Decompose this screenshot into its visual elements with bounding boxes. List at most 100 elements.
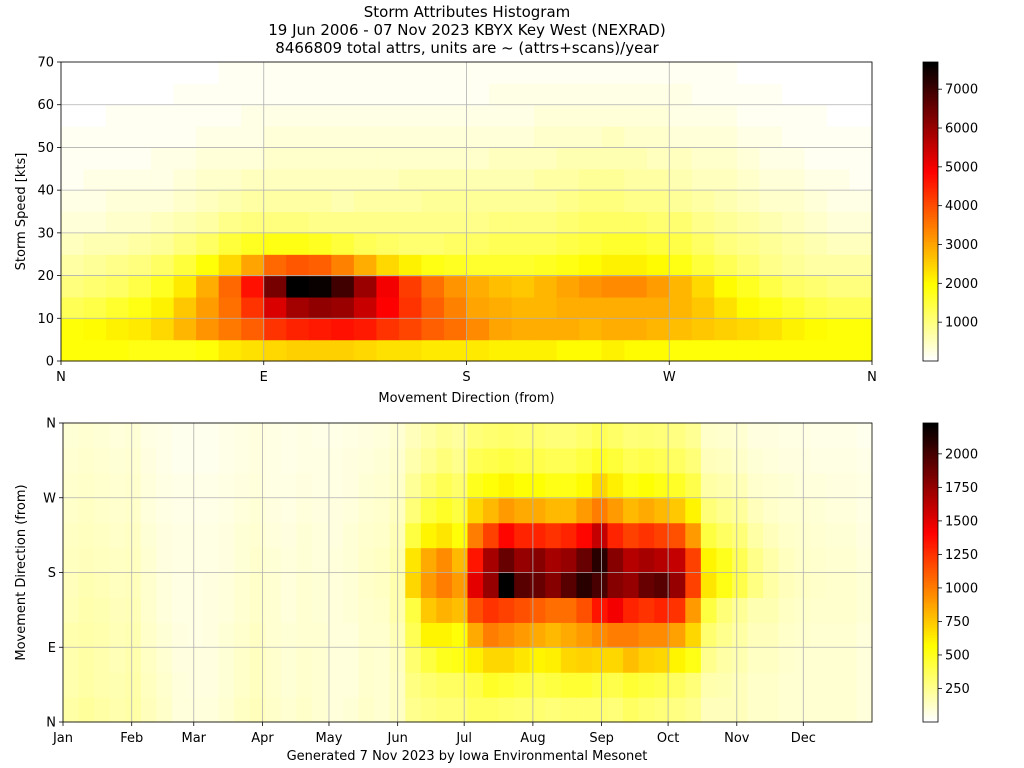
colorbar-top-segment: [923, 216, 938, 220]
heatmap-cell: [241, 126, 265, 149]
heatmap-cell: [443, 147, 468, 170]
heatmap-cell: [856, 472, 873, 499]
heatmap-cell: [263, 275, 287, 298]
heatmap-cell: [196, 104, 220, 127]
heatmap-cell: [545, 547, 562, 574]
heatmap-cell: [61, 232, 85, 255]
heatmap-cell: [654, 647, 671, 673]
heatmap-cell: [804, 83, 828, 106]
heatmap-cell: [140, 522, 157, 549]
heatmap-cell: [483, 597, 500, 623]
heatmap-cell: [171, 697, 189, 723]
heatmap-cell: [747, 522, 764, 549]
heatmap-cell: [825, 672, 842, 698]
heatmap-cell: [331, 318, 355, 341]
heatmap-cell: [376, 211, 400, 234]
heatmap-cell: [669, 472, 686, 499]
heatmap-cell: [498, 497, 515, 524]
heatmap-cell: [714, 211, 738, 234]
heatmap-cell: [498, 622, 515, 648]
colorbar-top-segment: [923, 348, 938, 352]
heatmap-cell: [78, 697, 95, 723]
heatmap-cell: [467, 597, 484, 623]
heatmap-cell: [638, 423, 655, 449]
colorbar-top-segment: [923, 181, 938, 185]
colorbar-bottom-segment: [923, 709, 938, 713]
heatmap-cell: [623, 472, 640, 499]
heatmap-cell: [685, 697, 702, 723]
heatmap-cell: [218, 147, 242, 170]
heatmap-cell: [187, 522, 204, 549]
x-tick-label: N: [867, 370, 877, 385]
colorbar-bottom-segment: [923, 617, 938, 621]
heatmap-cell: [467, 572, 484, 599]
colorbar-top-segment: [923, 286, 938, 290]
heatmap-cell: [826, 296, 851, 319]
colorbar-top-tick-label: 2000: [945, 277, 978, 292]
heatmap-cell: [173, 147, 197, 170]
colorbar-bottom-segment: [923, 604, 938, 608]
heatmap-cell: [265, 497, 282, 524]
heatmap-cell: [529, 423, 546, 449]
colorbar-top-segment: [923, 246, 938, 250]
heatmap-cell: [343, 597, 360, 623]
heatmap-cell: [327, 497, 344, 524]
heatmap-cell: [218, 62, 242, 84]
heatmap-cell: [296, 472, 313, 499]
heatmap-cell: [173, 275, 197, 298]
heatmap-cell: [327, 697, 344, 723]
heatmap-cell: [187, 572, 204, 599]
heatmap-cell: [63, 622, 80, 648]
heatmap-cell: [498, 472, 515, 499]
colorbar-top-segment: [923, 196, 938, 200]
colorbar-bottom-segment: [923, 632, 938, 636]
heatmap-cell: [405, 522, 422, 549]
heatmap-cell: [804, 190, 828, 213]
heatmap-cell: [840, 497, 858, 524]
heatmap-cell: [125, 647, 142, 673]
heatmap-cell: [556, 147, 580, 170]
heatmap-cell: [265, 423, 282, 449]
colorbar-top-frame: [922, 61, 939, 362]
heatmap-cell: [731, 622, 749, 648]
heatmap-cell: [311, 597, 329, 623]
colorbar-top-segment: [923, 209, 938, 213]
heatmap-cell: [716, 647, 733, 673]
colorbar-bottom-segment: [923, 714, 938, 718]
heatmap-cell: [405, 647, 422, 673]
heatmap-cell: [840, 647, 858, 673]
heatmap-cell: [171, 472, 189, 499]
colorbar-top-segment: [923, 74, 938, 78]
colorbar-bottom-segment: [923, 462, 938, 466]
heatmap-cell: [308, 62, 332, 84]
heatmap-cell: [78, 622, 95, 648]
heatmap-cell: [809, 697, 826, 723]
heatmap-cell: [489, 62, 513, 84]
heatmap-cell: [451, 622, 469, 648]
heatmap-cell: [451, 497, 469, 524]
colorbar-bottom-tick-label: 2000: [945, 447, 978, 462]
heatmap-cell: [691, 318, 715, 341]
heatmap-cell: [196, 318, 220, 341]
heatmap-cell: [151, 168, 175, 191]
heatmap-cell: [483, 522, 500, 549]
x-tick-label: Feb: [120, 731, 143, 746]
chart-title-line-3: 8466809 total attrs, units are ~ (attrs+…: [275, 39, 659, 57]
heatmap-cell: [840, 472, 858, 499]
colorbar-top-segment: [923, 281, 938, 285]
heatmap-cell: [646, 296, 670, 319]
colorbar-bottom-segment: [923, 472, 938, 476]
heatmap-cell: [576, 597, 593, 623]
heatmap-cell: [156, 522, 173, 549]
heatmap-cell: [781, 168, 806, 191]
heatmap-cell: [534, 104, 558, 127]
heatmap-cell: [638, 622, 655, 648]
heatmap-cell: [781, 296, 806, 319]
heatmap-cell: [669, 275, 693, 298]
heatmap-cell: [308, 339, 332, 362]
heatmap-cell: [654, 472, 671, 499]
heatmap-cell: [286, 211, 310, 234]
x-tick-label: Sep: [589, 731, 614, 746]
colorbar-top-segment: [923, 204, 938, 208]
heatmap-cell: [331, 275, 355, 298]
